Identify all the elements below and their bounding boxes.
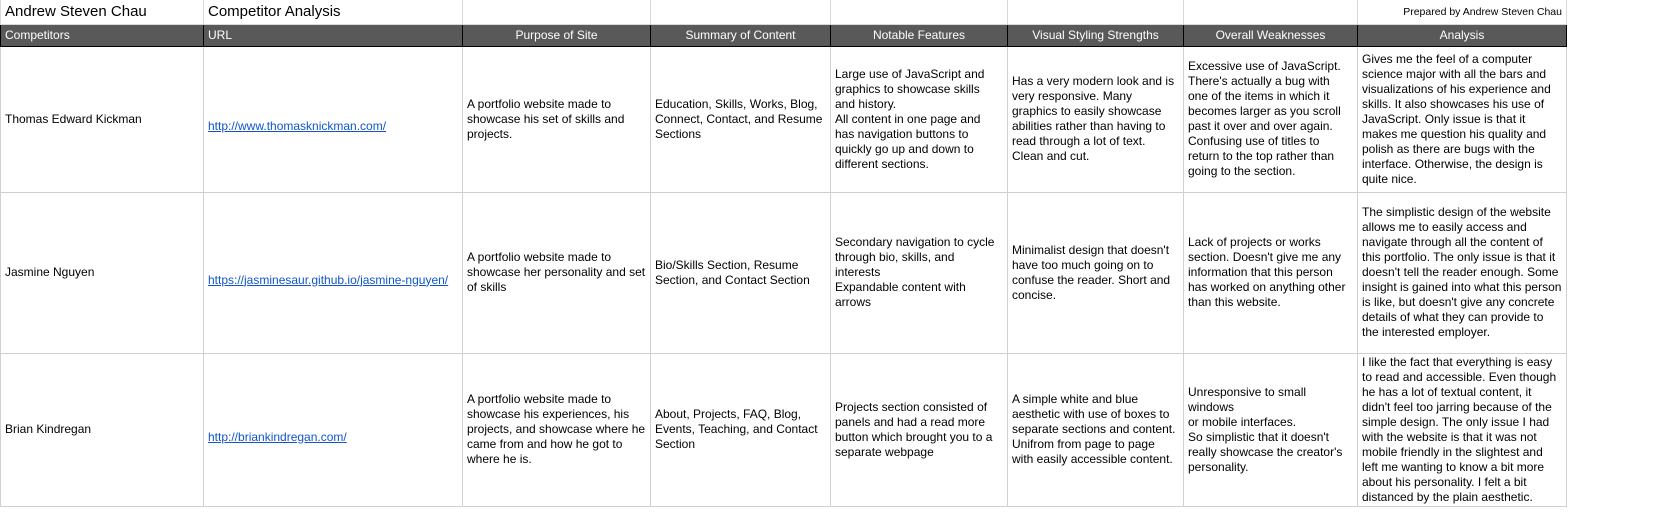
cell-features: Secondary navigation to cycle through bi… bbox=[830, 191, 1008, 354]
cell-summary: About, Projects, FAQ, Blog, Events, Teac… bbox=[650, 352, 831, 507]
cell-competitor: Brian Kindregan bbox=[0, 352, 204, 507]
header-competitors: Competitors bbox=[0, 23, 204, 47]
cell-strengths: A simple white and blue aesthetic with u… bbox=[1007, 352, 1184, 507]
cell-weaknesses: Excessive use of JavaScript. There's act… bbox=[1183, 45, 1358, 193]
title-spacer-cell bbox=[1007, 0, 1184, 25]
title-row: Andrew Steven Chau Competitor Analysis P… bbox=[0, 0, 1567, 25]
cell-url: http://www.thomasknickman.com/ bbox=[203, 45, 463, 193]
cell-features: Large use of JavaScript and graphics to … bbox=[830, 45, 1008, 193]
cell-analysis: Gives me the feel of a computer science … bbox=[1357, 45, 1567, 193]
doc-author: Andrew Steven Chau bbox=[0, 0, 204, 25]
cell-purpose: A portfolio website made to showcase her… bbox=[462, 191, 651, 354]
header-analysis: Analysis bbox=[1357, 23, 1567, 47]
cell-weaknesses: Lack of projects or works section. Doesn… bbox=[1183, 191, 1358, 354]
cell-weaknesses: Unresponsive to small windows or mobile … bbox=[1183, 352, 1358, 507]
competitor-url-link[interactable]: https://jasminesaur.github.io/jasmine-ng… bbox=[208, 272, 449, 287]
doc-title: Competitor Analysis bbox=[203, 0, 463, 25]
header-url: URL bbox=[203, 23, 463, 47]
table-row: Jasmine Nguyen https://jasminesaur.githu… bbox=[0, 191, 1567, 354]
cell-url: https://jasminesaur.github.io/jasmine-ng… bbox=[203, 191, 463, 354]
cell-summary: Education, Skills, Works, Blog, Connect,… bbox=[650, 45, 831, 193]
cell-purpose: A portfolio website made to showcase his… bbox=[462, 352, 651, 507]
cell-competitor: Thomas Edward Kickman bbox=[0, 45, 204, 193]
cell-strengths: Minimalist design that doesn't have too … bbox=[1007, 191, 1184, 354]
title-spacer-cell bbox=[1183, 0, 1358, 25]
table-row: Thomas Edward Kickman http://www.thomask… bbox=[0, 45, 1567, 193]
header-purpose-of-site: Purpose of Site bbox=[462, 23, 651, 47]
table-row: Brian Kindregan http://briankindregan.co… bbox=[0, 352, 1567, 507]
cell-competitor: Jasmine Nguyen bbox=[0, 191, 204, 354]
title-spacer-cell bbox=[650, 0, 831, 25]
cell-features: Projects section consisted of panels and… bbox=[830, 352, 1008, 507]
table-header-row: Competitors URL Purpose of Site Summary … bbox=[0, 23, 1567, 47]
cell-url: http://briankindregan.com/ bbox=[203, 352, 463, 507]
cell-analysis: I like the fact that everything is easy … bbox=[1357, 352, 1567, 507]
cell-strengths: Has a very modern look and is very respo… bbox=[1007, 45, 1184, 193]
competitor-url-link[interactable]: http://briankindregan.com/ bbox=[208, 429, 347, 444]
prepared-by-note: Prepared by Andrew Steven Chau bbox=[1357, 0, 1567, 25]
header-overall-weaknesses: Overall Weaknesses bbox=[1183, 23, 1358, 47]
header-summary-of-content: Summary of Content bbox=[650, 23, 831, 47]
cell-summary: Bio/Skills Section, Resume Section, and … bbox=[650, 191, 831, 354]
cell-analysis: The simplistic design of the website all… bbox=[1357, 191, 1567, 354]
title-spacer-cell bbox=[830, 0, 1008, 25]
header-visual-styling-strengths: Visual Styling Strengths bbox=[1007, 23, 1184, 47]
header-notable-features: Notable Features bbox=[830, 23, 1008, 47]
cell-purpose: A portfolio website made to showcase his… bbox=[462, 45, 651, 193]
title-spacer-cell bbox=[462, 0, 651, 25]
competitor-analysis-table: Andrew Steven Chau Competitor Analysis P… bbox=[0, 0, 1567, 507]
competitor-url-link[interactable]: http://www.thomasknickman.com/ bbox=[208, 119, 387, 133]
